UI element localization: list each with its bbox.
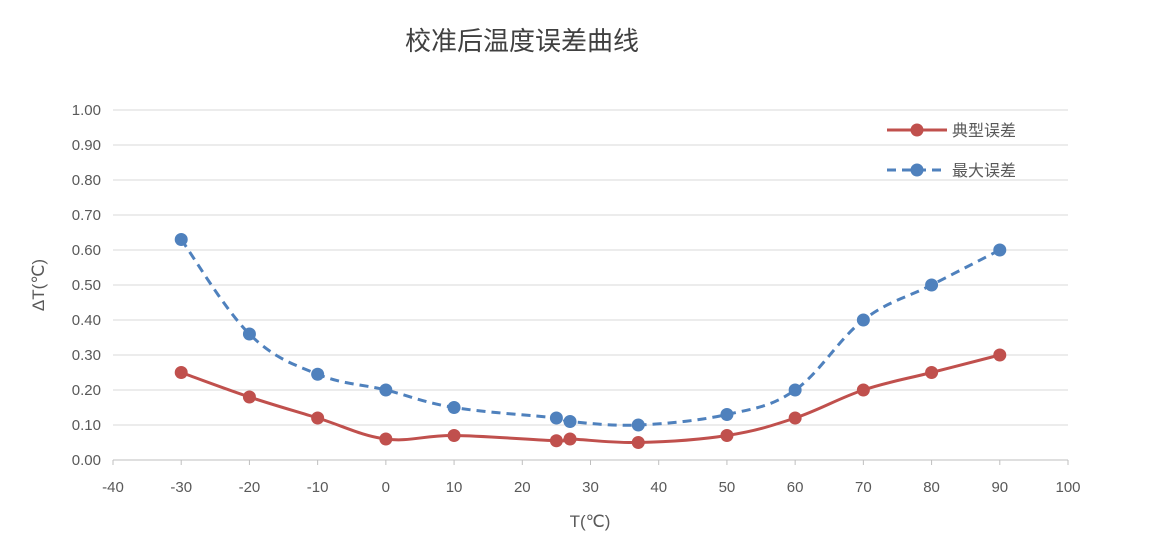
x-tick-label: 80 (923, 479, 940, 496)
series-lines (174, 233, 1007, 449)
data-point (993, 348, 1007, 362)
x-tick-label: 100 (1055, 479, 1080, 496)
x-tick-label: 10 (446, 479, 463, 496)
data-point (242, 390, 256, 404)
data-point (631, 436, 645, 449)
data-point (379, 383, 393, 397)
legend-item: 典型误差 (887, 121, 1016, 140)
data-point (379, 432, 393, 446)
y-tick-label: 0.80 (72, 172, 101, 189)
legend-marker (910, 123, 924, 137)
x-tick-label: 70 (855, 479, 872, 496)
data-point (549, 434, 563, 448)
data-point (447, 401, 461, 414)
y-tick-label: 0.10 (72, 417, 101, 434)
legend-label: 典型误差 (952, 121, 1016, 140)
x-tick-label: -30 (170, 479, 192, 496)
legend-item: 最大误差 (887, 161, 1016, 180)
x-tick-label: -40 (102, 479, 124, 496)
data-point (925, 278, 939, 292)
data-point (549, 411, 563, 425)
legend-label: 最大误差 (952, 161, 1016, 180)
data-point (720, 429, 734, 442)
x-tick-label: 50 (719, 479, 736, 496)
data-point (563, 432, 577, 446)
data-point (447, 429, 461, 442)
data-point (242, 327, 256, 341)
data-point (993, 243, 1007, 257)
x-tick-label: 30 (582, 479, 599, 496)
x-tick-label: 40 (650, 479, 667, 496)
gridlines (113, 109, 1068, 461)
data-point (788, 411, 802, 425)
data-point (174, 366, 188, 379)
x-tick-label: 90 (991, 479, 1008, 496)
data-point (856, 313, 870, 327)
data-point (563, 415, 577, 428)
y-tick-label: 0.70 (72, 207, 101, 224)
series-line (179, 238, 1001, 427)
x-tick-label: 0 (382, 479, 390, 496)
y-tick-label: 0.00 (72, 452, 101, 469)
data-point (788, 383, 802, 397)
x-axis-ticks: -40 -30 -20 -10 0 10 20 30 40 50 60 70 80 90 100 (102, 460, 1081, 496)
x-tick-label: 60 (787, 479, 804, 496)
data-point (631, 418, 645, 432)
y-tick-label: 1.00 (72, 102, 101, 119)
data-point (174, 233, 188, 246)
y-axis-ticks: 0.00 0.10 0.20 0.30 0.40 0.50 0.60 0.70 0.80 0.90… (72, 102, 101, 469)
y-tick-label: 0.20 (72, 382, 101, 399)
data-point (720, 408, 734, 421)
y-tick-label: 0.60 (72, 242, 101, 259)
series-2 (174, 233, 1007, 432)
y-tick-label: 0.30 (72, 347, 101, 364)
chart-title: 校准后温度误差曲线 (405, 27, 639, 57)
data-point (856, 383, 870, 397)
y-tick-label: 0.40 (72, 312, 101, 329)
y-axis-label: ΔT(℃) (29, 259, 48, 311)
x-axis-label: T(℃) (570, 512, 611, 531)
data-point (925, 366, 939, 379)
x-tick-label: -10 (307, 479, 329, 496)
y-tick-label: 0.90 (72, 137, 101, 154)
x-tick-label: -20 (239, 479, 261, 496)
series-1 (174, 348, 1007, 449)
data-point (311, 367, 325, 381)
data-point (311, 411, 325, 425)
y-tick-label: 0.50 (72, 277, 101, 294)
legend-marker (910, 163, 924, 177)
x-tick-label: 20 (514, 479, 531, 496)
